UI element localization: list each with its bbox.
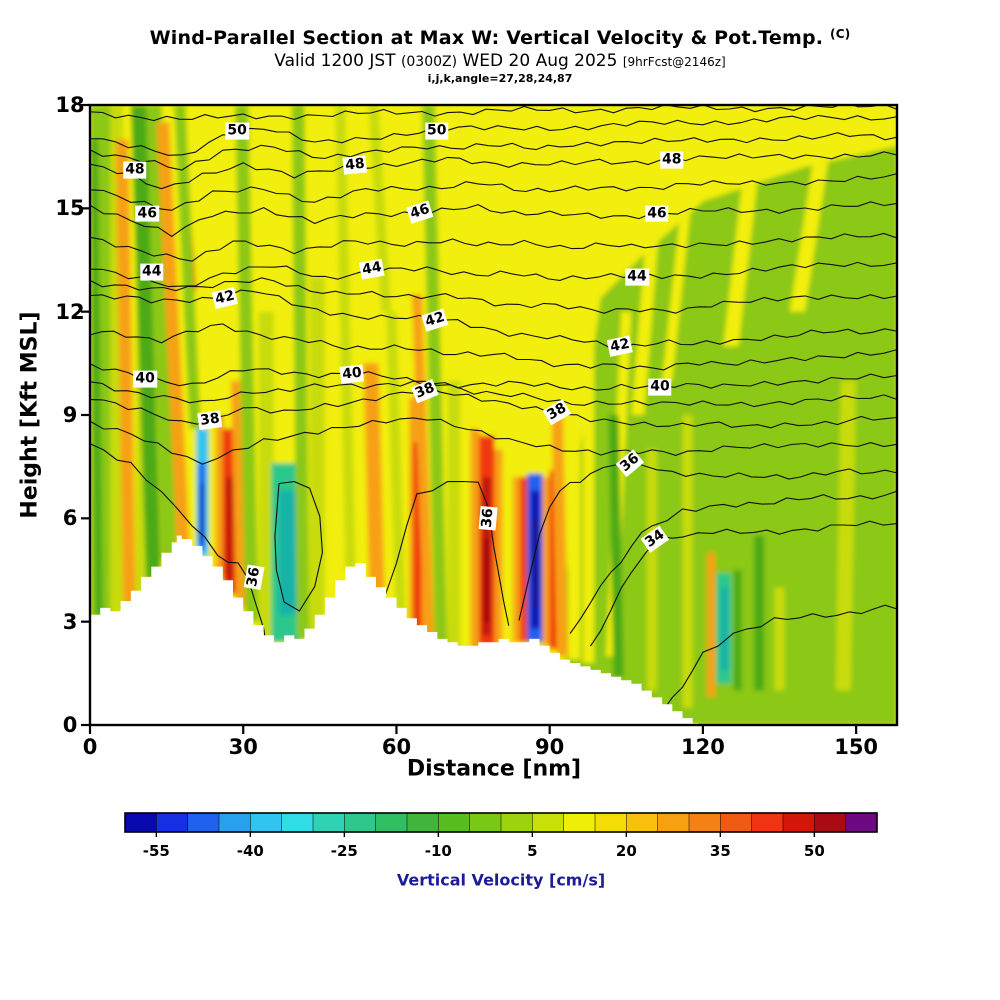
grid-indices: i,j,k,angle=27,28,24,87 (427, 72, 573, 85)
pot-temp-contours (90, 105, 897, 713)
chart-title: Wind-Parallel Section at Max W: Vertical… (149, 27, 824, 49)
colorbar-title: Vertical Velocity [cm/s] (396, 870, 606, 890)
chart-title-unit: (C) (830, 27, 851, 41)
x-axis-title: Distance [nm] (406, 756, 582, 782)
y-axis-title: Height [Kft MSL] (17, 311, 43, 519)
valid-time: Valid 1200 JST (274, 51, 396, 71)
forecast-tag: [9hrFcst@2146z] (622, 55, 726, 69)
colorbar (124, 812, 878, 837)
valid-time-z: (0300Z) (400, 54, 458, 70)
valid-date: WED 20 Aug 2025 (462, 51, 618, 71)
terrain-silhouette (90, 535, 698, 725)
valid-time-line: Valid 1200 JST (0300Z) WED 20 Aug 2025 [… (0, 51, 1000, 71)
chart-header: Wind-Parallel Section at Max W: Vertical… (0, 27, 1000, 85)
chart-title-line: Wind-Parallel Section at Max W: Vertical… (0, 27, 1000, 49)
